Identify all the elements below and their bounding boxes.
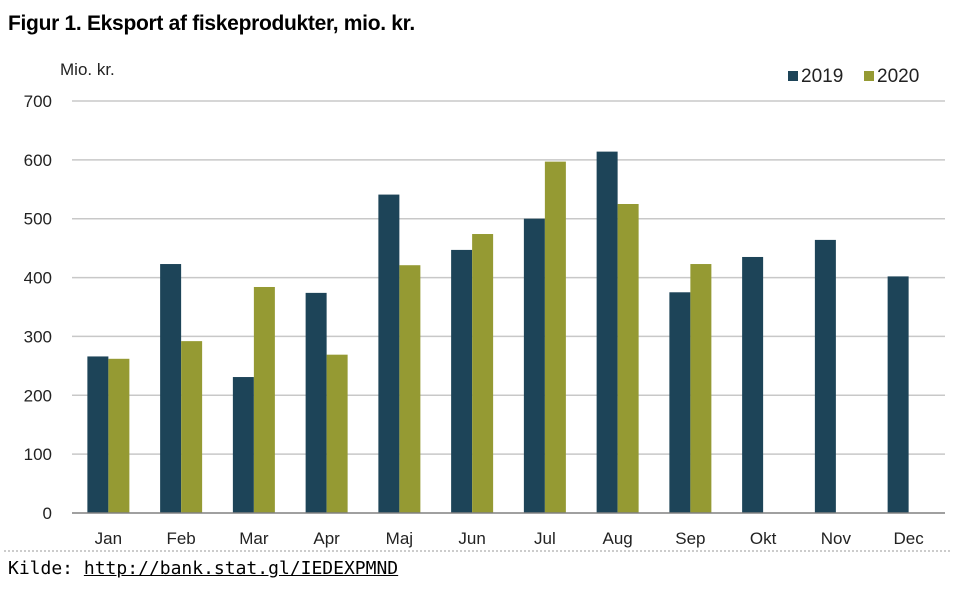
bar-2019-apr bbox=[305, 292, 327, 513]
bar-2019-okt bbox=[742, 256, 764, 513]
y-tick-label: 700 bbox=[24, 92, 52, 111]
bar-2019-feb bbox=[160, 264, 182, 513]
bar-2020-feb bbox=[181, 341, 203, 513]
bar-2019-jul bbox=[523, 218, 545, 513]
y-tick-label: 600 bbox=[24, 151, 52, 170]
x-tick-label: Nov bbox=[821, 529, 852, 548]
bar-2020-sep bbox=[690, 264, 712, 513]
x-tick-label: Apr bbox=[313, 529, 340, 548]
y-tick-label: 500 bbox=[24, 210, 52, 229]
bars bbox=[87, 151, 909, 514]
x-tick-label: Feb bbox=[166, 529, 195, 548]
legend-swatch-2020 bbox=[864, 71, 874, 81]
bar-2020-mar bbox=[253, 286, 275, 513]
bar-2019-jun bbox=[451, 249, 473, 513]
y-tick-label: 300 bbox=[24, 327, 52, 346]
x-tick-label: Jan bbox=[95, 529, 122, 548]
bar-2019-maj bbox=[378, 194, 400, 513]
x-tick-label: Aug bbox=[603, 529, 633, 548]
x-tick-label: Sep bbox=[675, 529, 705, 548]
bar-2020-apr bbox=[326, 354, 348, 513]
figure-title: Figur 1. Eksport af fiskeprodukter, mio.… bbox=[8, 12, 415, 35]
y-tick-label: 0 bbox=[43, 504, 52, 523]
legend-label-2019: 2019 bbox=[801, 66, 843, 87]
source-link[interactable]: http://bank.stat.gl/IEDEXPMND bbox=[83, 558, 399, 579]
gridlines bbox=[72, 100, 945, 455]
bar-2020-jul bbox=[544, 161, 566, 513]
bar-2020-jan bbox=[108, 358, 130, 513]
bar-2020-aug bbox=[617, 204, 639, 513]
bar-2020-jun bbox=[472, 234, 494, 513]
x-tick-label: Okt bbox=[750, 529, 777, 548]
y-tick-label: 200 bbox=[24, 386, 52, 405]
x-tick-label: Dec bbox=[894, 529, 925, 548]
bar-2019-mar bbox=[232, 377, 254, 513]
source-label: Kilde: bbox=[8, 558, 74, 579]
legend-swatch-2019 bbox=[788, 71, 798, 81]
x-tick-label: Jun bbox=[458, 529, 485, 548]
axes: 0 100 200 300 400 500 600 700 Jan Feb Mar Apr Maj Jun… bbox=[4, 92, 950, 552]
source-line: Kilde: http://bank.stat.gl/IEDEXPMND bbox=[8, 558, 398, 579]
x-tick-label: Mar bbox=[239, 529, 269, 548]
x-tick-label: Maj bbox=[386, 529, 413, 548]
x-tick-label: Jul bbox=[534, 529, 556, 548]
bar-2019-jan bbox=[87, 356, 109, 513]
bar-2019-sep bbox=[669, 292, 691, 513]
y-axis-unit-label: Mio. kr. bbox=[60, 60, 115, 79]
bar-2019-nov bbox=[814, 239, 836, 513]
y-tick-label: 100 bbox=[24, 445, 52, 464]
y-tick-label: 400 bbox=[24, 269, 52, 288]
bar-2019-dec bbox=[887, 276, 909, 513]
bar-2019-aug bbox=[596, 151, 618, 514]
legend-label-2020: 2020 bbox=[877, 66, 919, 87]
legend: 2019 2020 bbox=[788, 66, 919, 87]
bar-2020-maj bbox=[399, 265, 421, 513]
